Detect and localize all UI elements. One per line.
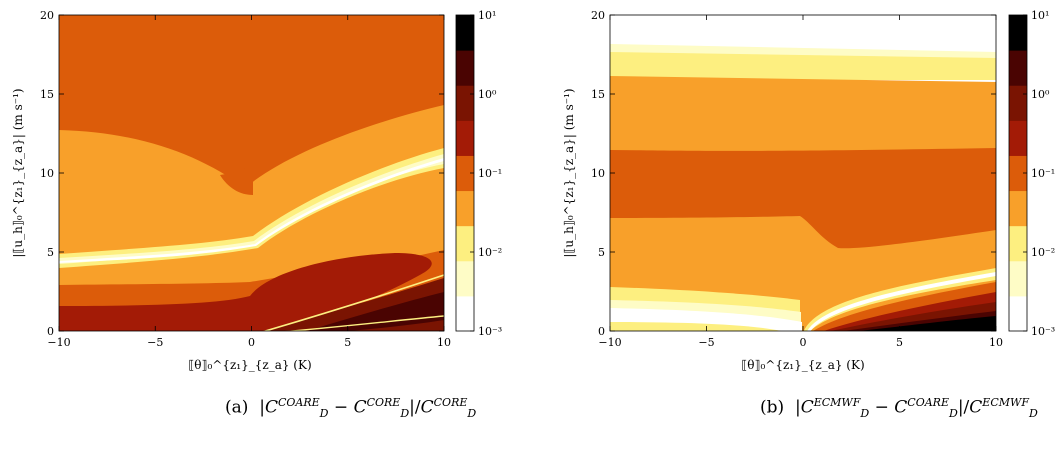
caption-a-ref-sup: CORE — [366, 396, 401, 409]
caption-b-ref-sub: D — [948, 407, 958, 421]
b-colorbar-segment — [1009, 190, 1027, 227]
b-colorbar-label: 10¹ — [1031, 9, 1049, 22]
b-xtick-label: 10 — [989, 336, 1003, 349]
caption-b-den: C — [969, 397, 983, 418]
a-fill-thin-light2 — [284, 315, 444, 331]
b-colorbar-label: 10⁻³ — [1031, 325, 1055, 338]
a-ytick-label: 10 — [40, 167, 54, 180]
a-ytick-label: 5 — [47, 246, 54, 259]
a-ylabel: |⟦u_h⟧₀^{z₁}_{z_a}| (m s⁻¹) — [11, 88, 25, 257]
caption-b-num-sub: D — [860, 407, 870, 421]
b-fill-right-white — [807, 272, 996, 331]
a-ytick-label: 0 — [47, 325, 54, 338]
colorbar-a: 10⁻³ 10⁻² 10⁻¹ 10⁰ 10¹ — [455, 9, 502, 338]
b-fill-yellow-bottom — [610, 322, 782, 331]
b-xtick-label: −5 — [698, 336, 714, 349]
caption-b-num: C — [800, 397, 814, 418]
a-ytick-label: 20 — [40, 9, 54, 22]
b-colorbar-segment — [1009, 260, 1027, 297]
b-ylabel: |⟦u_h⟧₀^{z₁}_{z_a}| (m s⁻¹) — [562, 88, 576, 257]
b-colorbar-segment — [1009, 155, 1027, 192]
caption-b-den-sub: D — [1028, 407, 1038, 421]
caption-a-ref: C — [353, 397, 367, 418]
caption-b-ref: C — [894, 397, 908, 418]
b-ytick-label: 15 — [591, 88, 605, 101]
b-colorbar-label: 10⁻¹ — [1031, 167, 1055, 180]
caption-a: (a) |CCOARED − CCORED|/CCORED — [225, 396, 477, 421]
a-fill-light-inner — [59, 154, 444, 264]
caption-a-ref-sub: D — [400, 407, 410, 421]
b-ytick-label: 5 — [598, 246, 605, 259]
panel-a-axes: −10 −5 0 5 10 0 5 10 15 20 — [40, 9, 451, 349]
a-colorbar-label: 10⁻² — [478, 246, 502, 259]
a-colorbar-label: 10¹ — [478, 9, 496, 22]
a-colorbar-segment — [456, 260, 474, 297]
a-colorbar-segment — [456, 190, 474, 227]
b-colorbar-segment — [1009, 50, 1027, 86]
b-fill-darkorange-mid — [610, 148, 996, 249]
b-colorbar-label: 10⁻² — [1031, 246, 1055, 259]
b-colorbar-label: 10⁰ — [1031, 88, 1050, 101]
caption-b-num-sup: ECMWF — [813, 396, 861, 409]
a-colorbar-segment — [456, 225, 474, 262]
a-colorbar-segment — [456, 85, 474, 121]
a-colorbar-label: 10⁰ — [478, 88, 497, 101]
a-colorbar-segment — [456, 120, 474, 156]
a-xtick-label: −10 — [47, 336, 70, 349]
a-fill-notch — [220, 160, 253, 195]
caption-b-label: (b) — [760, 397, 785, 418]
b-nodata-strip — [610, 331, 996, 334]
caption-a-num: C — [264, 397, 278, 418]
caption-a-den: C — [420, 397, 434, 418]
caption-a-num-sub: D — [319, 407, 329, 421]
caption-a-label: (a) — [225, 397, 249, 418]
a-colorbar-label: 10⁻³ — [478, 325, 502, 338]
a-xtick-label: −5 — [147, 336, 163, 349]
colorbar-b: 10⁻³ 10⁻² 10⁻¹ 10⁰ 10¹ — [1008, 9, 1055, 338]
b-colorbar-segment — [1009, 295, 1027, 332]
b-ytick-label: 20 — [591, 9, 605, 22]
a-nodata-strip — [59, 331, 444, 334]
a-colorbar-segment — [456, 15, 474, 51]
a-colorbar-segment — [456, 50, 474, 86]
b-fill-top-yellow2 — [610, 52, 996, 80]
figure: −10 −5 0 5 10 0 5 10 15 20 ⟦θ⟧₀^{z₁}_{z_a} (K) |⟦… — [11, 9, 1055, 372]
a-xtick-label: 5 — [344, 336, 351, 349]
caption-a-den-sup: CORE — [433, 396, 468, 409]
a-xlabel: ⟦θ⟧₀^{z₁}_{z_a} (K) — [188, 358, 311, 372]
a-fill-darkest — [306, 292, 444, 331]
a-colorbar-segment — [456, 155, 474, 192]
b-colorbar-segment — [1009, 15, 1027, 51]
panel-b-contours — [610, 15, 996, 334]
caption-a-den-sub: D — [467, 407, 477, 421]
a-ytick-label: 15 — [40, 88, 54, 101]
b-xtick-label: −10 — [598, 336, 621, 349]
a-colorbar-label: 10⁻¹ — [478, 167, 502, 180]
a-colorbar-segment — [456, 295, 474, 332]
caption-b-den-sup: ECMWF — [982, 396, 1029, 409]
a-xtick-label: 10 — [437, 336, 451, 349]
caption-b-ref-sup: COARE — [907, 396, 949, 409]
b-colorbar-segment — [1009, 120, 1027, 156]
panel-a-contours — [59, 15, 444, 334]
caption-a-num-sup: COARE — [277, 396, 320, 409]
b-ytick-label: 10 — [591, 167, 605, 180]
b-xtick-label: 5 — [896, 336, 903, 349]
a-fill-thin-light — [262, 274, 444, 331]
panel-a: −10 −5 0 5 10 0 5 10 15 20 ⟦θ⟧₀^{z₁}_{z_a} (K) |⟦… — [11, 9, 451, 372]
panel-b: −10 −5 0 5 10 0 5 10 15 20 ⟦θ⟧₀^{z₁}_{z_a} (K) |⟦… — [562, 9, 1003, 372]
b-fill-right-black — [859, 316, 996, 331]
a-xtick-label: 0 — [248, 336, 255, 349]
b-xtick-label: 0 — [800, 336, 807, 349]
caption-b: (b) |CECMWFD − CCOARED|/CECMWFD — [760, 396, 1038, 421]
b-ytick-label: 0 — [598, 325, 605, 338]
panel-b-axes: −10 −5 0 5 10 0 5 10 15 20 — [591, 9, 1003, 349]
b-colorbar-segment — [1009, 85, 1027, 121]
b-xlabel: ⟦θ⟧₀^{z₁}_{z_a} (K) — [741, 358, 864, 372]
b-colorbar-segment — [1009, 225, 1027, 262]
